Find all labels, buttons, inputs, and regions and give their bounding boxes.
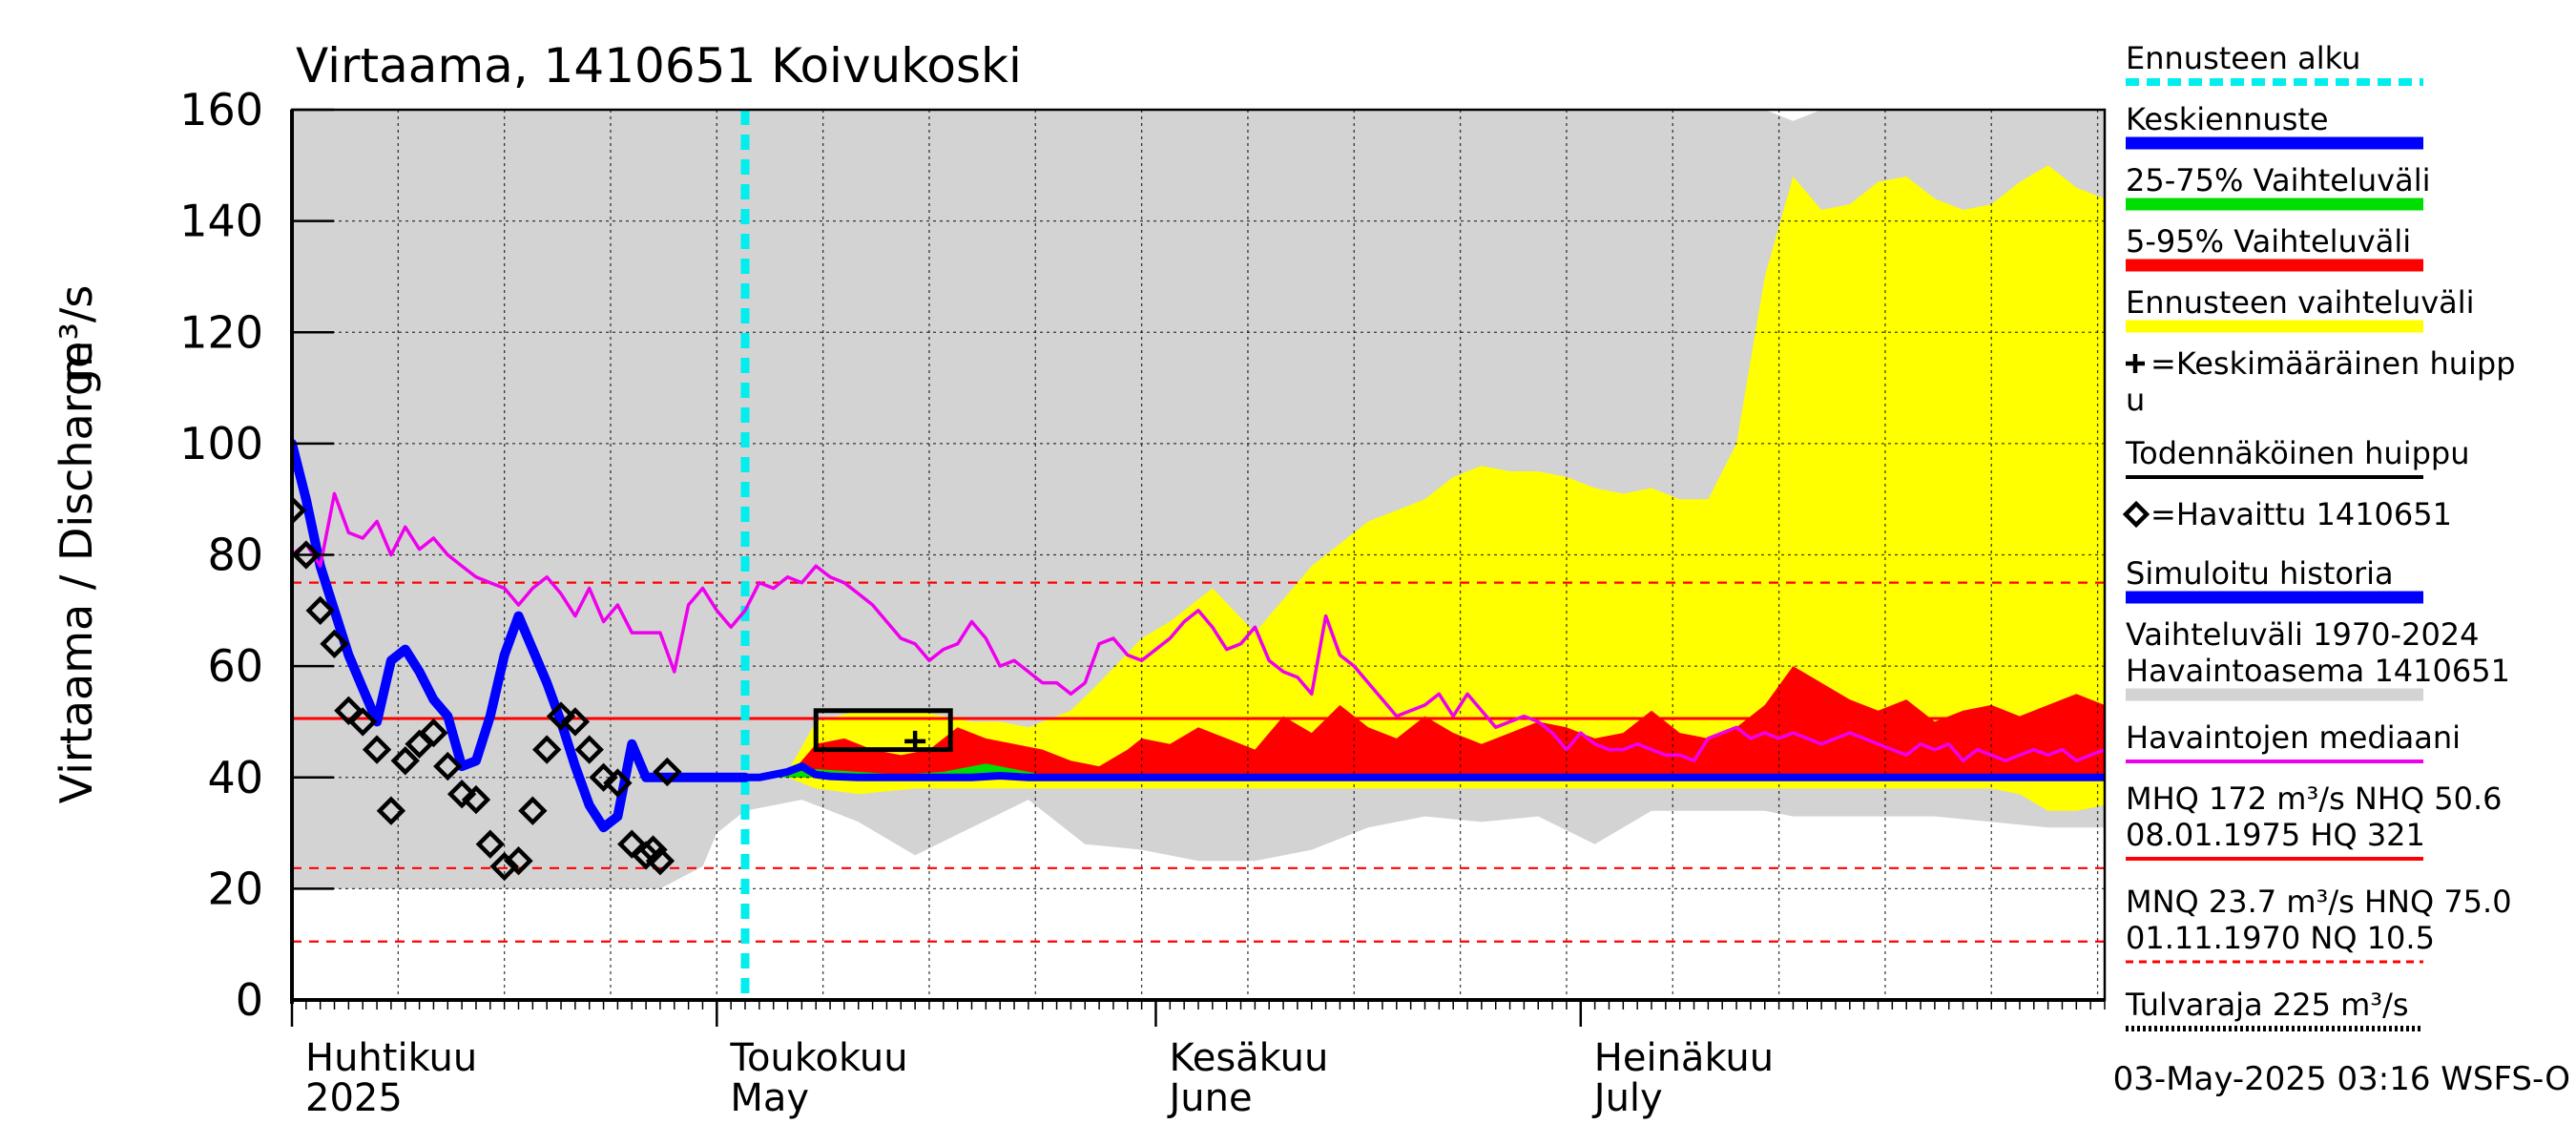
observed-point [376, 796, 406, 825]
legend-label: Ennusteen alku [2126, 40, 2360, 76]
legend-swatch [2126, 354, 2145, 373]
observed-point [461, 784, 491, 815]
y-tick-label: 60 [207, 640, 263, 692]
observed-point [292, 495, 307, 526]
observed-point [653, 757, 682, 787]
y-axis-label: Virtaama / Discharge [51, 342, 102, 804]
month-label: Toukokuu [729, 1036, 907, 1080]
y-axis-unit: m³/s [51, 285, 102, 384]
legend-label: 5-95% Vaihteluväli [2126, 223, 2411, 260]
observed-point [489, 851, 519, 882]
legend-label: Simuloitu historia [2126, 555, 2394, 592]
observed-point [603, 768, 633, 798]
observed-point [320, 629, 349, 658]
month-label: Huhtikuu [305, 1036, 477, 1080]
legend-label-line2: 08.01.1975 HQ 321 [2126, 817, 2425, 853]
legend: Ennusteen alku Keskiennuste 25-75% Vaihtel… [2122, 40, 2516, 1031]
y-tick-label: 100 [179, 418, 263, 469]
range-5-95-band [745, 666, 2105, 778]
observed-point [362, 735, 392, 764]
observed-point [504, 846, 533, 876]
observed-point [518, 796, 548, 825]
month-sub-label: July [1591, 1076, 1663, 1120]
legend-label: =Keskimääräinen huipp [2150, 345, 2516, 382]
observed-point [305, 595, 335, 625]
legend-label-line2: 01.11.1970 NQ 10.5 [2126, 920, 2435, 956]
month-sub-label: May [730, 1076, 809, 1120]
legend-label: =Havaittu 1410651 [2150, 496, 2452, 532]
observed-point [574, 735, 604, 764]
observed-point [631, 841, 661, 870]
timestamp-footer: 03-May-2025 03:16 WSFS-O [2113, 1060, 2570, 1098]
series-havaintojen-mediaani [292, 491, 2105, 763]
observed-point [419, 718, 448, 748]
legend-label: Ennusteen vaihteluväli [2126, 284, 2475, 321]
legend-label: Tulvaraja 225 m³/s [2125, 987, 2409, 1023]
month-sub-label: June [1166, 1076, 1252, 1120]
observed-point [447, 780, 477, 809]
y-tick-label: 120 [179, 306, 263, 358]
observed-point [390, 746, 420, 776]
observed-point [638, 835, 668, 864]
mean-peak-marker [904, 730, 926, 752]
y-tick-label: 0 [236, 974, 263, 1026]
legend-label: MNQ 23.7 m³/s HNQ 75.0 [2126, 884, 2512, 920]
observed-point [532, 735, 562, 764]
probable-peak-box [813, 708, 953, 753]
legend-swatch [2122, 500, 2150, 529]
observed-point [475, 829, 505, 859]
observed-point [348, 707, 378, 737]
y-tick-label: 20 [207, 863, 263, 914]
observed-point [292, 540, 322, 570]
observed-point [546, 701, 576, 731]
forecast-range-band [745, 165, 2105, 811]
legend-label: Keskiennuste [2126, 101, 2329, 137]
legend-label: Todennäköinen huippu [2125, 435, 2470, 471]
legend-label-line2: u [2126, 382, 2145, 418]
y-tick-label: 80 [207, 530, 263, 581]
y-tick-label: 140 [179, 196, 263, 247]
series-keskiennuste [741, 762, 2105, 781]
legend-label-line2: Havaintoasema 1410651 [2126, 653, 2510, 689]
observed-point [560, 707, 591, 737]
legend-label: MHQ 172 m³/s NHQ 50.6 [2126, 781, 2503, 817]
series-simuloitu-historia [292, 438, 750, 833]
month-label: Heinäkuu [1594, 1036, 1774, 1080]
plot-layers [292, 110, 2105, 1000]
month-label: Kesäkuu [1169, 1036, 1328, 1080]
y-tick-label: 160 [179, 84, 263, 135]
observed-point [645, 846, 675, 876]
legend-label: Havaintojen mediaani [2126, 719, 2461, 756]
month-sub-label: 2025 [305, 1076, 403, 1120]
legend-label: 25-75% Vaihteluväli [2126, 162, 2430, 198]
legend-label: Vaihteluväli 1970-2024 [2126, 616, 2480, 653]
chart-title: Virtaama, 1410651 Koivukoski [296, 38, 1022, 94]
observed-point [589, 762, 618, 792]
observed-point [433, 751, 463, 781]
y-tick-label: 40 [207, 752, 263, 803]
